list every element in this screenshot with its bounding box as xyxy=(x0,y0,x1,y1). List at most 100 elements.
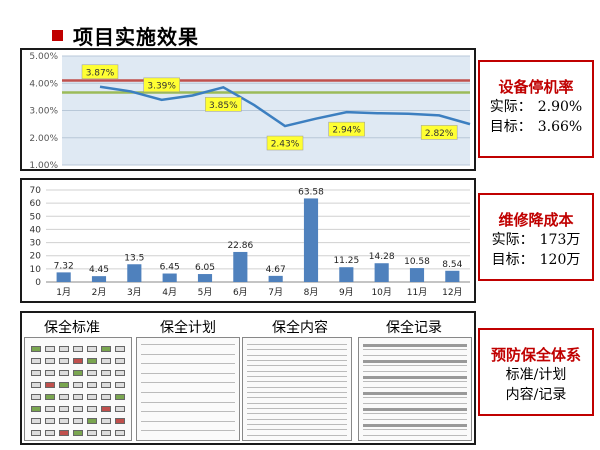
x-tick-label: 8月 xyxy=(304,287,319,298)
record-document-thumbnail xyxy=(358,337,472,441)
form-row-line xyxy=(363,344,467,347)
form-cell xyxy=(101,370,111,376)
slide-title: 项目实施效果 xyxy=(73,24,199,49)
plan-document-thumbnail xyxy=(136,337,240,441)
x-tick-label: 2月 xyxy=(92,287,107,298)
data-label: 3.87% xyxy=(86,68,115,78)
bar xyxy=(127,264,142,282)
bar-value-label: 13.5 xyxy=(124,253,144,263)
y-tick-label: 1.00% xyxy=(29,161,58,169)
kpi-cost-box: 维修降成本 实际： 173万 目标： 120万 xyxy=(478,193,594,281)
form-row-line xyxy=(247,418,347,420)
form-row-line xyxy=(247,344,347,345)
form-row-line xyxy=(247,434,347,436)
form-cell xyxy=(115,346,125,352)
data-label: 2.94% xyxy=(332,126,361,136)
bar xyxy=(339,267,354,282)
form-row-line xyxy=(247,408,347,409)
x-tick-label: 1月 xyxy=(56,287,71,298)
form-cell xyxy=(87,418,97,424)
form-row-line xyxy=(247,413,347,415)
standard-document-thumbnail xyxy=(24,337,132,441)
form-cell xyxy=(101,418,111,424)
bar-value-label: 63.58 xyxy=(298,187,324,197)
y-tick-label: 5.00% xyxy=(29,52,58,62)
x-tick-label: 6月 xyxy=(233,287,248,298)
data-label-box xyxy=(143,77,180,93)
y-tick-label: 4.00% xyxy=(29,79,58,89)
form-row-line xyxy=(363,424,467,427)
form-row-line xyxy=(363,386,467,388)
form-cell xyxy=(31,370,41,376)
form-row-line xyxy=(247,392,347,393)
form-row-line xyxy=(247,376,347,377)
form-cell xyxy=(73,418,83,424)
form-row-line xyxy=(363,349,467,351)
data-label: 3.39% xyxy=(147,81,176,91)
x-tick-label: 5月 xyxy=(198,287,213,298)
form-row-line xyxy=(363,434,467,436)
x-tick-label: 12月 xyxy=(442,287,462,298)
data-label-box xyxy=(328,121,365,137)
form-row-line xyxy=(363,397,467,399)
data-label: 3.85% xyxy=(209,101,238,111)
form-row-line xyxy=(363,429,467,431)
form-cell xyxy=(115,418,125,424)
bar-value-label: 10.58 xyxy=(404,257,430,267)
form-row-line xyxy=(363,392,467,395)
x-tick-label: 10月 xyxy=(371,287,391,298)
form-row-line xyxy=(247,354,347,356)
kpi-actual-line: 实际： 173万 xyxy=(480,230,592,250)
form-cell xyxy=(87,430,97,436)
form-row-line xyxy=(141,420,235,422)
form-row-line xyxy=(247,402,347,404)
y-tick-label: 20 xyxy=(30,252,42,262)
bar xyxy=(303,198,319,282)
bar xyxy=(233,251,248,282)
data-label-box xyxy=(266,135,304,151)
form-cell xyxy=(31,394,41,400)
form-cell xyxy=(87,370,97,376)
kpi-value: 173万 xyxy=(539,232,581,248)
form-row-line xyxy=(247,349,347,351)
form-row-line xyxy=(141,353,235,355)
form-cell xyxy=(87,346,97,352)
data-label: 2.43% xyxy=(271,140,300,150)
bar xyxy=(268,275,283,282)
form-row-line xyxy=(141,344,235,345)
y-tick-label: 70 xyxy=(30,186,42,196)
content-document-thumbnail xyxy=(242,337,352,441)
docs-header-plan: 保全计划 xyxy=(160,320,216,336)
form-row-line xyxy=(141,392,235,393)
bar-value-label: 7.32 xyxy=(54,261,74,271)
form-cell xyxy=(87,358,97,364)
downtime-line-chart: 1.00% 2.00% 3.00% 4.00% 5.00% 3.87% 3.39% 3.85%… xyxy=(29,52,471,169)
form-row-line xyxy=(247,365,347,367)
form-cell xyxy=(45,430,55,436)
form-cell xyxy=(59,418,69,424)
form-row-line xyxy=(247,386,347,388)
form-row-line xyxy=(247,429,347,431)
form-cell xyxy=(73,382,83,388)
bar-value-label: 11.25 xyxy=(333,256,359,266)
form-row-line xyxy=(363,360,467,363)
bar xyxy=(374,263,389,282)
bar xyxy=(445,270,460,282)
bar xyxy=(409,268,425,282)
bar-value-label: 4.45 xyxy=(89,265,109,275)
kpi-label: 实际： xyxy=(491,232,534,248)
bar xyxy=(91,276,107,282)
kpi-title: 维修降成本 xyxy=(498,211,574,229)
bar xyxy=(56,272,71,282)
form-row-line xyxy=(141,372,235,374)
kpi-target-line: 目标： 3.66% xyxy=(480,117,592,137)
kpi-value: 3.66% xyxy=(537,119,583,135)
form-cell xyxy=(31,346,41,352)
kpi-line-standard-plan: 标准/计划 xyxy=(505,367,567,383)
maintenance-documents-panel: 保全标准 保全计划 保全内容 保全记录 xyxy=(20,311,476,445)
form-row-line xyxy=(363,418,467,420)
form-cell xyxy=(59,358,69,364)
y-tick-label: 10 xyxy=(30,265,42,275)
form-cell xyxy=(87,406,97,412)
y-tick-label: 40 xyxy=(30,225,42,235)
